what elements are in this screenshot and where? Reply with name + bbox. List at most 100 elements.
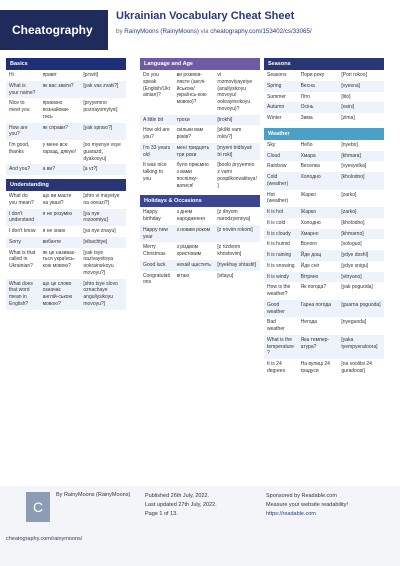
english-cell: Hot (weather) xyxy=(267,191,289,205)
table-row: Hi привіт [pɾɪvʲit] xyxy=(6,70,126,81)
english-cell: Rainbow xyxy=(267,163,287,170)
english-cell: It is windy xyxy=(264,271,298,283)
english-cell: It is cold xyxy=(267,219,286,226)
english-cell: I'm good, thanks xyxy=(9,142,30,155)
pronunciation-cell: [kholodno] xyxy=(341,219,365,226)
ukrainian-cell: що ви маєте на увазі? xyxy=(42,193,72,206)
ukrainian-cell: Як погода? xyxy=(300,284,327,291)
table-row: Sky Небо [nyebo] xyxy=(264,140,384,151)
english-cell: I don't know xyxy=(9,228,36,234)
understanding-table: What do you mean? що ви маєте на увазі? [s… xyxy=(6,191,126,310)
author-link[interactable]: RainyMoons (RainyMoons) xyxy=(124,28,199,35)
ukrainian-cell: Пори року xyxy=(300,72,325,78)
holidays-table: Happy birthday з днем народження [z dnyom … xyxy=(140,207,260,288)
table-row: Seasons Пори року [Pori rokoo] xyxy=(264,70,384,81)
ukrainian-cell: я не розумію xyxy=(39,208,81,226)
pronunciation-cell: [skilʲki vam rokiv?] xyxy=(217,127,242,140)
pronunciation-cell: [na voolitsi 24 guradoosi] xyxy=(341,361,372,374)
author-avatar[interactable]: C xyxy=(26,492,50,522)
ukrainian-cell: Холодно xyxy=(297,172,339,190)
section-understanding: Understanding What do you mean? що ви має… xyxy=(6,179,126,310)
weather-table: Sky Небо [nyebo] Cloud Хмара [khmara] Rainbow В… xyxy=(264,140,384,377)
ukrainian-cell: Жарко xyxy=(297,207,339,218)
table-row: Merry Christmas з різдвом христовим [z riz… xyxy=(140,242,260,260)
table-row: Happy birthday з днем народження [z dnyom … xyxy=(140,207,260,225)
pronunciation-cell: [vologuo] xyxy=(341,241,362,248)
english-cell: A little bit xyxy=(140,114,174,126)
table-row: How is the weather? Як погода? [yak poguod… xyxy=(264,282,384,300)
pronunciation-cell: [z novim rokom] xyxy=(214,224,260,243)
english-cell: I'm 33 years old xyxy=(140,142,174,161)
pronunciation-cell: [zarko] xyxy=(338,207,384,218)
pronunciation-cell: [nyebo] xyxy=(341,141,358,148)
english-cell: Bad weather xyxy=(267,319,285,332)
footer-sponsor: Sponsored by Readable.com Measure your w… xyxy=(266,492,348,518)
pronunciation-cell: [nyekhay shtastit] xyxy=(214,259,260,271)
footer-author-link[interactable]: cheatography.com/rainymoons/ xyxy=(6,536,83,542)
published-date: Published 26th July, 2022. xyxy=(145,493,210,499)
english-cell: How are you? xyxy=(6,122,40,140)
ukrainian-cell: з новим роком xyxy=(173,224,215,243)
table-row: It is 24 degrees На вулиці 24 градуси [na … xyxy=(264,359,384,377)
column-2: Language and Age Do you speak (English/U… xyxy=(140,58,260,292)
pronunciation-cell: [nyeguoda] xyxy=(341,319,367,326)
table-row: What is that called in Ukrainian? як це н… xyxy=(6,248,126,279)
table-row: It is raining Йде дощ [ydye doshl] xyxy=(264,250,384,261)
table-row: I'm 33 years old мені тридцять три роки [m… xyxy=(140,142,260,161)
column-3: Seasons Seasons Пори року [Pori rokoo] Spri… xyxy=(264,58,384,381)
ukrainian-cell: скільки вам років? xyxy=(176,127,204,140)
sponsor-text[interactable]: Sponsored by Readable.com xyxy=(266,493,337,499)
ukrainian-cell: що це слово означає англій-ською мовою? xyxy=(39,278,81,310)
ukrainian-cell: як справи? xyxy=(39,122,81,140)
table-row: It is cold Холодно [kholodno] xyxy=(264,218,384,229)
table-row: Good weather Гарна погода [guarna poguoda] xyxy=(264,299,384,318)
ukrainian-cell: як вас звати? xyxy=(39,80,81,99)
ukrainian-cell: Небо xyxy=(300,141,313,148)
page-footer: C By RainyMoons (RainyMoons) cheatograph… xyxy=(0,486,400,566)
table-row: Winter Зима [zima] xyxy=(264,113,384,124)
english-cell: It is humid xyxy=(267,241,290,248)
via-text: via xyxy=(200,28,209,35)
table-row: Happy new year з новим роком [z novim roko… xyxy=(140,224,260,243)
pronunciation-cell: [yak poguoda] xyxy=(341,284,373,291)
ukrainian-cell: Йде дощ xyxy=(297,250,339,261)
english-cell: Hi xyxy=(9,72,14,78)
pronunciation-cell: [pryyemno poznayomytysʲ] xyxy=(83,100,118,113)
ukrainian-cell: з днем народження xyxy=(176,209,205,222)
sheet-url-link[interactable]: cheatography.com/153402/cs/33065/ xyxy=(210,28,312,35)
cheatography-logo[interactable]: Cheatography xyxy=(0,10,108,50)
english-cell: Happy birthday xyxy=(143,209,161,222)
table-row: How are you? як справи? [yak spravɪ?] xyxy=(6,122,126,140)
english-cell: Winter xyxy=(267,115,282,121)
table-row: It is humid Волого [vologuo] xyxy=(264,239,384,250)
pronunciation-cell: [lito] xyxy=(341,93,351,100)
table-row: I don't understand я не розумію [ya nye ro… xyxy=(6,208,126,226)
table-row: Do you speak (English/Ukrainian)? ви розм… xyxy=(140,70,260,115)
footer-author[interactable]: By RainyMoons (RainyMoons) xyxy=(56,492,131,498)
pronunciation-cell: [shto tsye slovo oznachaye anguliysʲkoyu… xyxy=(80,278,126,310)
ukrainian-cell: а ви? xyxy=(39,164,81,175)
seasons-table: Seasons Пори року [Pori rokoo] Spring Весна[… xyxy=(264,70,384,124)
section-holidays: Holidays & Occasions Happy birthday з дне… xyxy=(140,195,260,288)
updated-date: Last updated 27th July, 2022. xyxy=(145,501,217,508)
ukrainian-cell: Негода xyxy=(300,319,318,326)
table-row: Rainbow Веселка [vyesyelka] xyxy=(264,161,384,172)
ukrainian-cell: Весна xyxy=(297,80,339,92)
pronunciation-cell: [yaka tyempyeratoora] xyxy=(338,334,384,359)
table-row: Cloud Хмара [khmara] xyxy=(264,150,384,162)
sponsor-link[interactable]: https://readable.com xyxy=(266,510,316,517)
table-row: Hot (weather) Жарко [zarko] xyxy=(264,190,384,208)
table-row: How old are you? скільки вам років? [skilʲ… xyxy=(140,125,260,143)
pronunciation-cell: [ydye doshl] xyxy=(338,250,384,261)
ukrainian-cell: я не знаю xyxy=(42,228,66,234)
ukrainian-cell: привіт xyxy=(42,72,57,78)
pronunciation-cell: [ydye snigu] xyxy=(341,262,369,269)
table-row: Nice to meet you приємно познайоми-тись [p… xyxy=(6,98,126,122)
byline: by RainyMoons (RainyMoons) via cheatogra… xyxy=(116,28,312,35)
section-title: Language and Age xyxy=(140,58,260,70)
english-cell: Nice to meet you xyxy=(9,100,30,113)
english-cell: What does that word mean in English? xyxy=(6,278,40,310)
english-cell: Autumn xyxy=(264,102,298,113)
ukrainian-cell: мені тридцять три роки xyxy=(173,142,215,161)
table-row: And you? а ви? [a vɪ?] xyxy=(6,164,126,175)
